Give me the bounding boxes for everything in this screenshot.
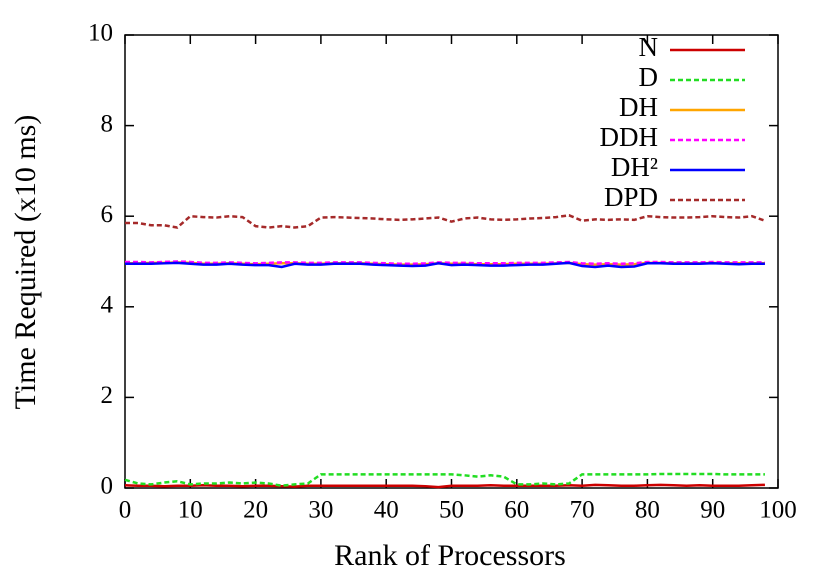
series-line: [125, 260, 765, 266]
x-tick-label: 30: [308, 497, 333, 524]
x-tick-label: 20: [243, 497, 268, 524]
series-line: [125, 214, 766, 229]
series-line: [124, 483, 765, 489]
x-tick-label: 10: [178, 497, 203, 524]
legend-label: DDH: [600, 122, 659, 152]
x-tick-label: 60: [504, 497, 529, 524]
legend-label: D: [639, 62, 659, 92]
y-tick-label: 10: [88, 20, 113, 47]
y-tick-label: 6: [101, 201, 114, 228]
legend-label: DPD: [604, 182, 658, 212]
x-tick-label: 0: [119, 497, 132, 524]
x-axis-label: Rank of Processors: [334, 539, 566, 572]
series-line: [125, 261, 765, 269]
y-tick-label: 0: [101, 473, 114, 500]
y-tick-label: 4: [101, 292, 114, 319]
y-tick-label: 8: [101, 110, 114, 137]
x-tick-label: 40: [374, 497, 399, 524]
x-tick-label: 50: [439, 497, 464, 524]
x-tick-label: 70: [570, 497, 595, 524]
y-tick-label: 2: [101, 382, 114, 409]
y-axis-label: Time Required (x10 ms): [9, 115, 42, 410]
legend-label: DH²: [611, 152, 658, 182]
x-tick-label: 100: [759, 497, 797, 524]
x-tick-label: 90: [700, 497, 725, 524]
legend-label: N: [639, 32, 659, 62]
x-tick-label: 80: [635, 497, 660, 524]
legend-label: DH: [619, 92, 658, 122]
series-line: [124, 472, 765, 487]
